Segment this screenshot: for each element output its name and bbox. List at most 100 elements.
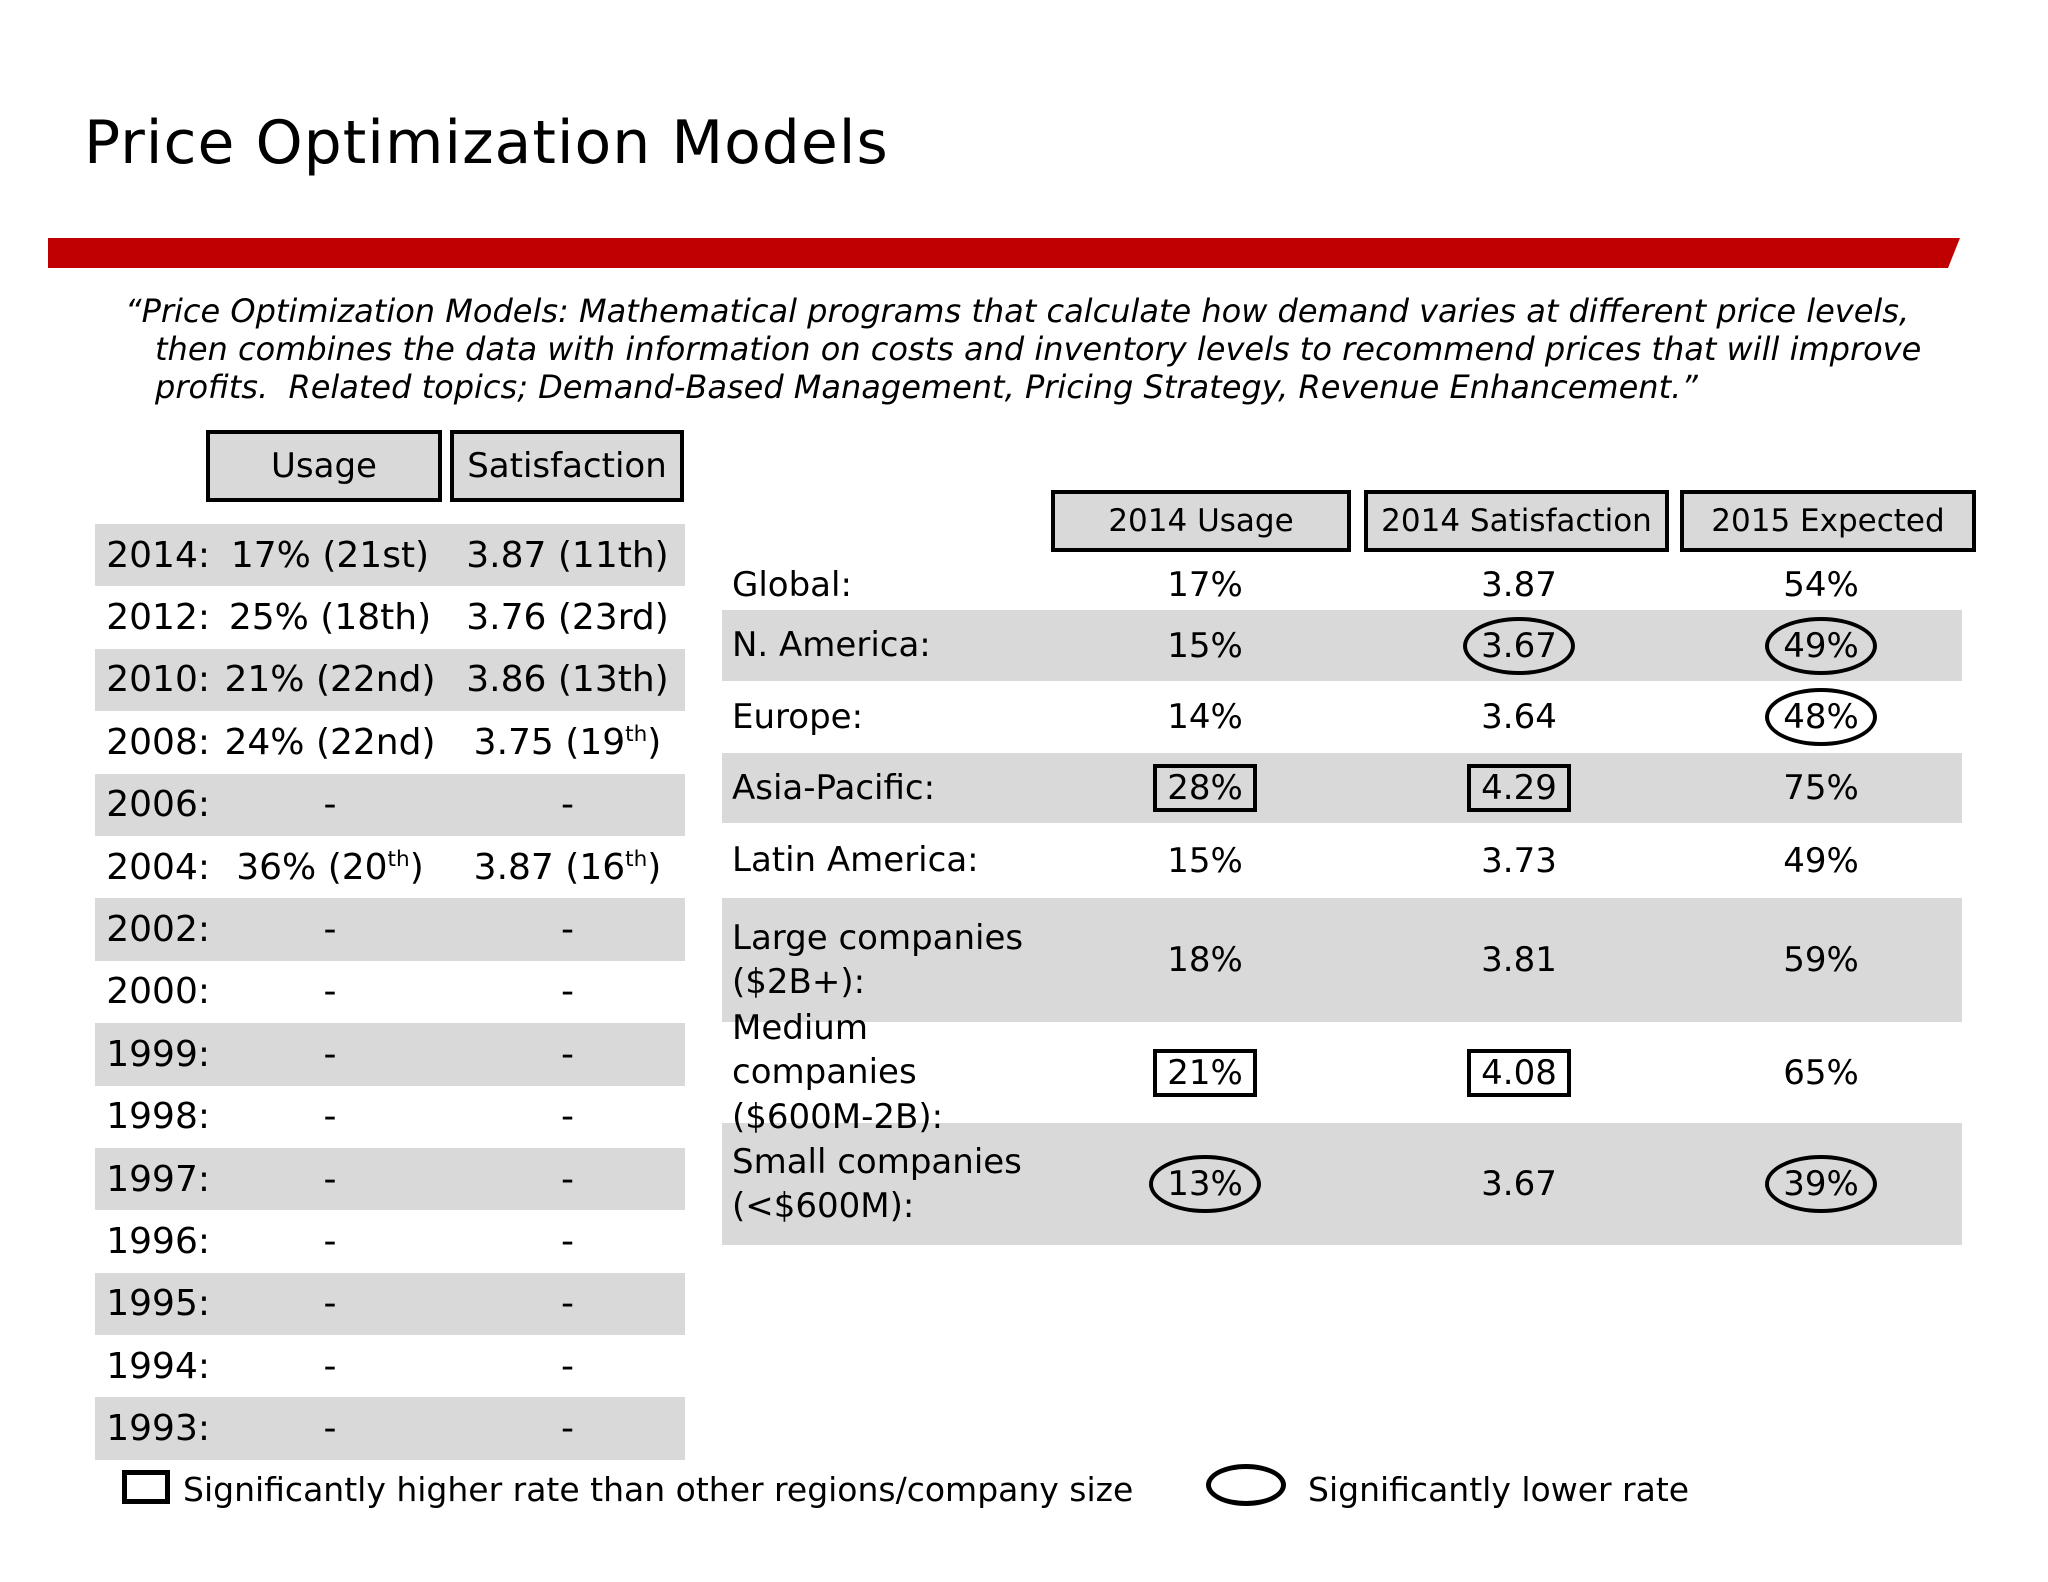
history-satisfaction-cell: - <box>561 1283 574 1325</box>
value-text: 15% <box>1167 625 1243 666</box>
value-text: 3.81 <box>1481 940 1557 980</box>
history-year-cell: 2014: <box>106 534 210 576</box>
history-row: 2008: 24% (22nd) 3.75 (19th) <box>95 711 685 773</box>
history-year-cell: 2002: <box>106 909 210 951</box>
regional-expected-cell: 54% <box>1680 565 1962 605</box>
regional-label-cell: N. America: <box>722 623 1052 667</box>
history-row: 2012: 25% (18th) 3.76 (23rd) <box>95 586 685 648</box>
history-satisfaction-cell: 3.87 (16th) <box>473 846 662 888</box>
regional-expected-cell: 39% <box>1680 1155 1962 1213</box>
regional-satisfaction-cell: 3.81 <box>1358 940 1680 980</box>
regional-row: N. America: 15% 3.67 49% <box>722 610 1962 681</box>
regional-satisfaction-cell: 4.08 <box>1358 1048 1680 1097</box>
history-satisfaction-cell: 3.75 (19th) <box>473 721 662 763</box>
history-row: 1997: - - <box>95 1147 685 1211</box>
regional-label-line1: Large companies <box>732 917 1024 958</box>
history-table: Usage Satisfaction 2014: 17% (21st) 3.87 (… <box>95 430 685 1460</box>
history-satisfaction-cell: - <box>561 1158 574 1200</box>
regional-header-2014-satisfaction: 2014 Satisfaction <box>1364 490 1669 552</box>
regional-expected-cell: 75% <box>1680 768 1962 808</box>
regional-label-line1: Medium companies <box>732 1008 917 1093</box>
history-usage-cell: - <box>323 1220 337 1262</box>
history-row: 1995: - - <box>95 1272 685 1336</box>
history-row: 2004: 36% (20th) 3.87 (16th) <box>95 836 685 898</box>
page-title: Price Optimization Models <box>84 108 889 178</box>
regional-satisfaction-cell: 3.87 <box>1358 565 1680 605</box>
history-satisfaction-cell: - <box>561 784 574 826</box>
history-usage-cell: 24% (22nd) <box>224 721 436 763</box>
history-header-usage: Usage <box>206 430 442 502</box>
history-satisfaction-cell: 3.76 (23rd) <box>466 597 669 639</box>
regional-header-2014-usage: 2014 Usage <box>1051 490 1351 552</box>
value-text: 49% <box>1783 840 1859 881</box>
history-row: 2000: - - <box>95 961 685 1023</box>
history-usage-cell: - <box>323 971 337 1013</box>
history-satisfaction-cell: - <box>561 1220 574 1262</box>
regional-expected-cell: 48% <box>1680 688 1962 746</box>
regional-usage-cell: 18% <box>1052 940 1358 980</box>
highlight-oval: 49% <box>1765 616 1877 675</box>
history-usage-cell: - <box>323 1033 337 1075</box>
history-year-cell: 2008: <box>106 721 210 763</box>
quote-line-3: profits. Related topics; Demand-Based Ma… <box>155 368 1698 406</box>
regional-label-cell: Large companies ($2B+): <box>722 916 1052 1004</box>
history-satisfaction-cell: - <box>561 1408 574 1450</box>
regional-label-line1: N. America: <box>732 625 931 666</box>
ordinal-superscript: th <box>387 846 410 872</box>
ordinal-superscript: th <box>625 846 648 872</box>
history-usage-cell: - <box>323 1283 337 1325</box>
history-usage-cell: - <box>323 1158 337 1200</box>
regional-usage-cell: 13% <box>1052 1155 1358 1213</box>
regional-label-cell: Europe: <box>722 695 1052 739</box>
regional-usage-cell: 15% <box>1052 841 1358 881</box>
history-usage-cell: - <box>323 1345 337 1387</box>
value-text: 3.64 <box>1481 697 1557 737</box>
ordinal-superscript: th <box>625 721 648 747</box>
history-year-cell: 1996: <box>106 1220 210 1262</box>
regional-row: Europe: 14% 3.64 48% <box>722 681 1962 753</box>
history-row: 1996: - - <box>95 1210 685 1272</box>
regional-usage-cell: 15% <box>1052 626 1358 666</box>
history-year-cell: 2004: <box>106 846 210 888</box>
history-satisfaction-cell: - <box>561 971 574 1013</box>
value-text: 3.87 <box>1481 565 1557 605</box>
regional-expected-cell: 65% <box>1680 1053 1962 1093</box>
value-text: 65% <box>1783 1052 1859 1093</box>
value-text: 54% <box>1783 565 1859 605</box>
history-usage-cell: 25% (18th) <box>228 597 432 639</box>
regional-satisfaction-cell: 3.64 <box>1358 697 1680 737</box>
history-year-cell: 1995: <box>106 1283 210 1325</box>
lower-rate-oval-icon <box>1206 1464 1286 1506</box>
history-row: 2006: - - <box>95 773 685 836</box>
higher-rate-legend-label: Significantly higher rate than other reg… <box>183 1470 1134 1509</box>
history-row: 2014: 17% (21st) 3.87 (11th) <box>95 524 685 587</box>
value-text: 17% <box>1167 565 1243 605</box>
highlight-oval: 13% <box>1149 1155 1261 1213</box>
regional-row: Latin America: 15% 3.73 49% <box>722 823 1962 898</box>
regional-label-line1: Europe: <box>732 696 864 737</box>
regional-label-line1: Small companies <box>732 1141 1022 1182</box>
regional-label-cell: Latin America: <box>722 838 1052 882</box>
highlight-box: 21% <box>1153 1048 1257 1097</box>
regional-row: Small companies (<$600M): 13% 3.67 39% <box>722 1123 1962 1245</box>
regional-label-line1: Latin America: <box>732 840 979 881</box>
value-text: 75% <box>1783 768 1859 808</box>
value-text: 3.73 <box>1481 840 1557 881</box>
history-satisfaction-cell: - <box>561 1096 574 1138</box>
higher-rate-rect-icon <box>122 1470 170 1504</box>
regional-usage-cell: 28% <box>1052 764 1358 812</box>
quote-line-2: then combines the data with information … <box>155 330 1922 368</box>
regional-row: Large companies ($2B+): 18% 3.81 59% <box>722 898 1962 1022</box>
regional-satisfaction-cell: 3.67 <box>1358 1164 1680 1204</box>
regional-expected-cell: 49% <box>1680 616 1962 675</box>
history-header-satisfaction: Satisfaction <box>450 430 684 502</box>
history-row: 1993: - - <box>95 1397 685 1460</box>
regional-label-cell: Asia-Pacific: <box>722 766 1052 810</box>
history-usage-cell: 21% (22nd) <box>224 659 436 701</box>
history-year-cell: 1998: <box>106 1096 210 1138</box>
regional-row: Global: 17% 3.87 54% <box>722 560 1962 610</box>
history-row: 1994: - - <box>95 1335 685 1397</box>
history-satisfaction-cell: - <box>561 909 574 951</box>
history-row: 2010: 21% (22nd) 3.86 (13th) <box>95 648 685 712</box>
